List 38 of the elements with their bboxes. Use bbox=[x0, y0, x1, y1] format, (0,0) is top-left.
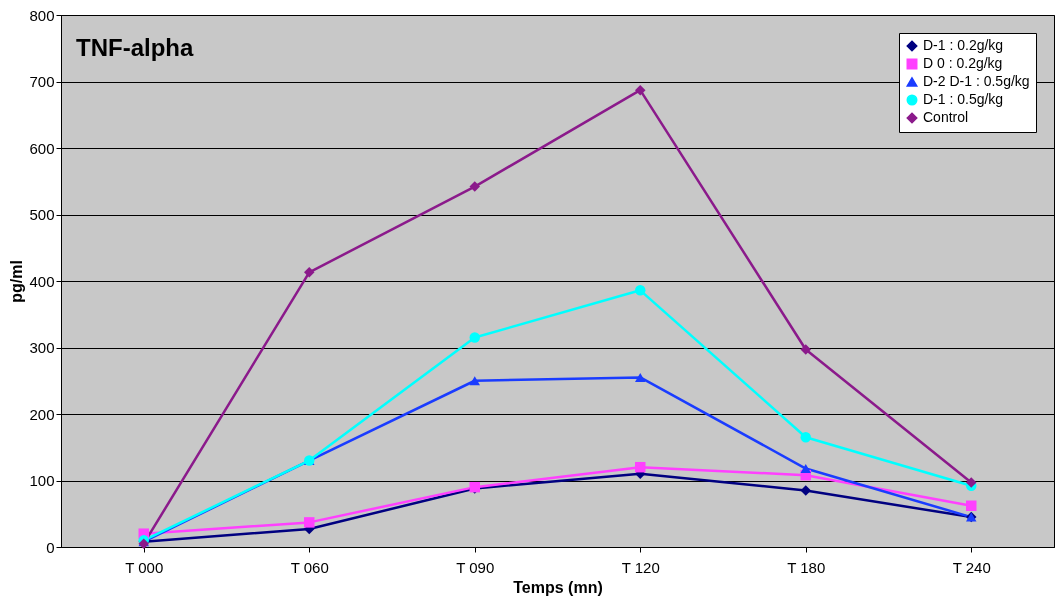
y-tick-label: 400 bbox=[29, 272, 55, 290]
point bbox=[635, 285, 646, 296]
y-axis-title: pg/ml bbox=[8, 260, 26, 303]
point bbox=[304, 517, 315, 528]
y-tick-label: 200 bbox=[29, 405, 55, 423]
point bbox=[469, 376, 480, 386]
point bbox=[800, 485, 811, 496]
x-tick-label: T 180 bbox=[787, 558, 826, 576]
point bbox=[469, 332, 480, 343]
point bbox=[635, 84, 646, 96]
text: TNF-alpha bbox=[76, 34, 194, 61]
y-tick-label: 800 bbox=[29, 6, 55, 24]
point bbox=[800, 463, 811, 474]
y-tick-label: 100 bbox=[29, 472, 55, 489]
y-tick-label: 300 bbox=[29, 339, 55, 356]
point bbox=[800, 344, 811, 355]
point bbox=[800, 432, 811, 443]
x-tick-label: T 240 bbox=[952, 558, 991, 576]
point bbox=[635, 372, 646, 382]
y-tick-label: 700 bbox=[29, 73, 55, 90]
point bbox=[304, 267, 315, 278]
legend-label: D-1 : 0.5g/kg bbox=[923, 91, 1004, 107]
point bbox=[966, 477, 977, 488]
point bbox=[966, 500, 977, 512]
y-tick-label: 0 bbox=[46, 538, 55, 556]
x-tick-label: T 060 bbox=[290, 558, 329, 576]
x-tick-label: T 120 bbox=[621, 558, 660, 576]
y-tick-label: 500 bbox=[29, 206, 55, 223]
x-axis-title: Temps (mn) bbox=[513, 578, 603, 596]
point bbox=[635, 461, 646, 473]
legend-label: D-1 : 0.2g/kg bbox=[923, 37, 1004, 53]
legend-label: D-2 D-1 : 0.5g/kg bbox=[923, 73, 1030, 89]
legend-label: D 0 : 0.2g/kg bbox=[923, 55, 1003, 71]
legend-label: Control bbox=[923, 109, 969, 125]
point bbox=[469, 181, 480, 192]
x-tick-label: T 000 bbox=[125, 558, 164, 576]
y-tick-label: 600 bbox=[29, 139, 55, 157]
x-tick-label: T 090 bbox=[456, 558, 495, 576]
